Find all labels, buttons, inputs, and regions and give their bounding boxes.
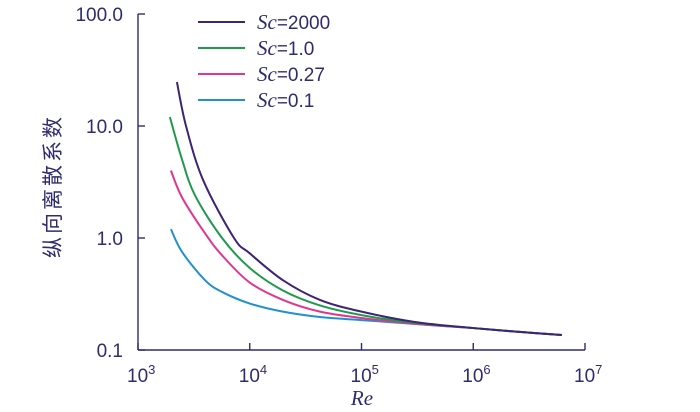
x-axis-title: Re [350, 386, 373, 410]
x-tick-label: 103 [127, 362, 155, 387]
x-tick-label-base: 10 [574, 366, 595, 387]
legend-label-symbol: Sc [257, 10, 278, 34]
legend-label: Sc=2000 [257, 10, 330, 34]
legend-item-sc-0-27: Sc=0.27 [198, 62, 325, 86]
y-tick-label: 10.0 [86, 117, 123, 138]
y-tick-label: 100.0 [75, 5, 123, 26]
x-tick-label-exponent: 5 [372, 362, 379, 377]
legend-label-symbol: Sc [257, 62, 278, 86]
y-tick-label: 0.1 [97, 341, 123, 362]
x-tick-label-exponent: 3 [148, 362, 155, 377]
x-tick-label-base: 10 [127, 366, 148, 387]
legend-label-value: =0.27 [277, 65, 325, 86]
legend-item-sc-2000: Sc=2000 [198, 10, 330, 34]
x-tick-label: 105 [351, 362, 379, 387]
legend-label: Sc=1.0 [257, 36, 314, 60]
series-line-sc-2000 [175, 81, 562, 337]
legend-label-value: =2000 [277, 13, 330, 34]
x-tick-label-exponent: 6 [483, 362, 490, 377]
x-tick-label: 106 [462, 362, 490, 387]
legend-label-value: =0.1 [277, 91, 315, 112]
x-tick-label-base: 10 [351, 366, 372, 387]
legend-item-sc-1-0: Sc=1.0 [198, 36, 314, 60]
legend-label-symbol: Sc [257, 88, 278, 112]
legend-item-sc-0-1: Sc=0.1 [198, 88, 314, 112]
legend-label-value: =1.0 [277, 39, 315, 60]
x-tick-label-exponent: 4 [260, 362, 267, 377]
x-tick-label: 104 [239, 362, 267, 387]
legend-label: Sc=0.27 [257, 62, 325, 86]
series-layer [168, 81, 562, 337]
y-tick-label: 1.0 [97, 229, 123, 250]
x-tick-label-base: 10 [462, 366, 483, 387]
legend-label-symbol: Sc [257, 36, 278, 60]
x-tick-label-exponent: 7 [595, 362, 602, 377]
legend-label: Sc=0.1 [257, 88, 314, 112]
x-tick-label-base: 10 [239, 366, 260, 387]
x-tick-label: 107 [574, 362, 602, 387]
y-axis-title: 纵向离散系数 [41, 114, 65, 258]
